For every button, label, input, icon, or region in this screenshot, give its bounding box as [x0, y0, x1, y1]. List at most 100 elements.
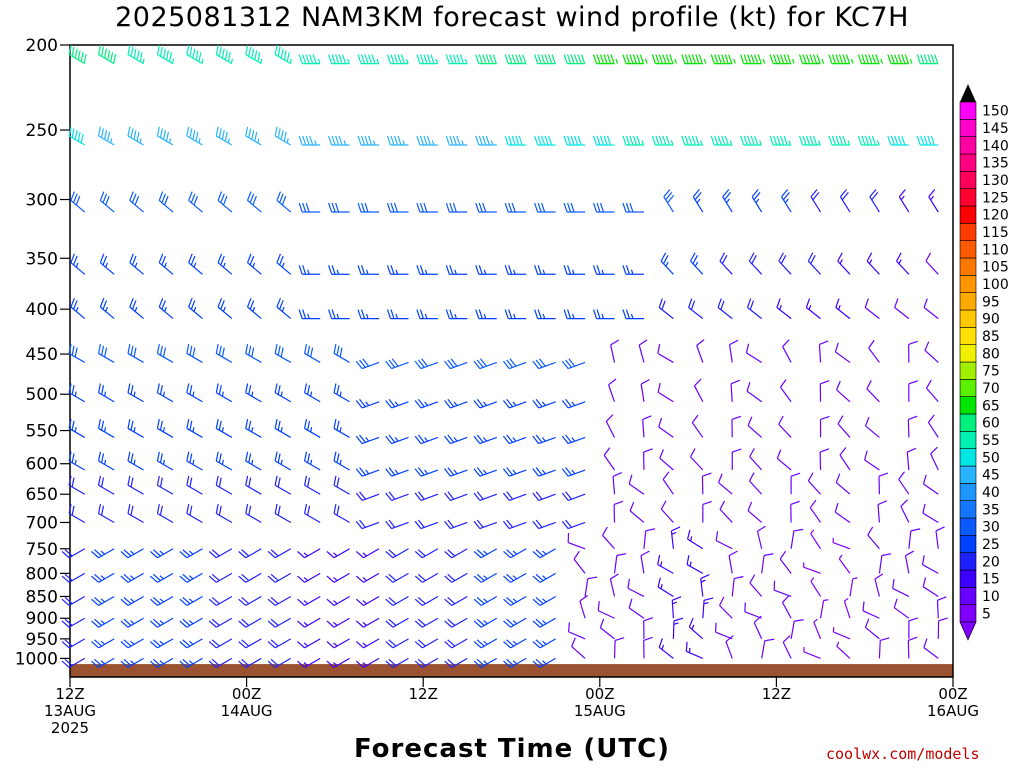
wind-barb — [188, 191, 203, 213]
wind-barb — [622, 54, 648, 65]
wind-barb — [839, 447, 851, 471]
wind-barb — [828, 135, 851, 146]
colorbar-segment — [959, 223, 977, 241]
wind-barb — [857, 54, 883, 65]
source-credit[interactable]: coolwx.com/models — [826, 745, 980, 763]
wind-barb — [688, 298, 704, 320]
wind-barb — [179, 572, 203, 583]
wind-barb — [740, 54, 766, 65]
wind-barb — [561, 519, 586, 530]
wind-barb — [326, 595, 350, 606]
wind-barb — [298, 265, 321, 275]
wind-barb — [819, 380, 830, 402]
colorbar-tick-label: 30 — [982, 520, 1000, 536]
wind-barb — [532, 595, 556, 606]
wind-barb — [810, 189, 822, 213]
wind-barb — [838, 554, 851, 574]
wind-barb — [328, 202, 350, 213]
wind-barb — [127, 126, 144, 146]
wind-barb — [563, 135, 586, 146]
wind-barb — [386, 135, 409, 146]
wind-barb — [640, 379, 650, 402]
wind-barb — [803, 647, 821, 659]
wind-barb — [782, 635, 792, 659]
x-tick-label: 13AUG — [44, 702, 96, 720]
colorbar-segment — [959, 188, 977, 207]
terrain-band — [70, 664, 953, 677]
wind-barb — [297, 638, 321, 649]
wind-barb — [414, 548, 439, 559]
wind-barb — [208, 657, 233, 668]
colorbar-bottom-arrow — [959, 621, 977, 641]
x-tick-label: 16AUG — [927, 702, 979, 720]
wind-barb — [246, 297, 262, 320]
wind-barb — [923, 638, 939, 659]
wind-barb — [798, 135, 821, 146]
wind-barb — [819, 415, 830, 438]
colorbar-tick-label: 120 — [982, 208, 1009, 224]
wind-barb — [719, 500, 733, 523]
colorbar-segment — [959, 396, 977, 415]
wind-barb — [97, 504, 115, 523]
wind-barb — [129, 191, 144, 213]
x-tick-label: 12Z — [409, 685, 438, 703]
wind-barb — [385, 638, 409, 649]
wind-barb — [935, 526, 945, 549]
wind-barb — [129, 253, 144, 275]
wind-barb — [414, 467, 439, 477]
colorbar-tick-label: 105 — [982, 260, 1009, 276]
wind-barb — [776, 298, 792, 320]
wind-barb — [267, 572, 292, 583]
wind-barb — [756, 525, 766, 549]
wind-barb — [385, 657, 409, 668]
wind-barb — [878, 472, 889, 495]
wind-barb — [274, 126, 292, 146]
y-tick-label: 850 — [26, 587, 58, 607]
wind-barb — [238, 572, 262, 583]
wind-barb — [813, 618, 822, 640]
colorbar-tick-label: 135 — [982, 156, 1009, 172]
wind-barb — [267, 617, 292, 628]
wind-barb — [921, 555, 939, 574]
wind-barb — [385, 398, 409, 409]
wind-barb — [179, 595, 203, 606]
colorbar-segment — [959, 136, 977, 155]
colorbar-tick-label: 130 — [982, 173, 1009, 189]
colorbar-tick-label: 125 — [982, 190, 1009, 206]
wind-barb — [473, 657, 498, 668]
wind-barb — [710, 54, 736, 65]
plot-frame — [69, 44, 954, 678]
colorbar-tick-label: 60 — [982, 416, 1000, 432]
colorbar-segment — [959, 587, 977, 605]
wind-barb — [628, 474, 645, 495]
wind-barb — [747, 416, 763, 438]
wind-barb — [810, 577, 822, 597]
wind-barb — [584, 576, 598, 597]
wind-barb — [91, 657, 115, 668]
wind-barb — [217, 297, 233, 320]
y-tick-label: 200 — [26, 36, 58, 56]
wind-barb — [908, 617, 919, 639]
wind-barb — [414, 491, 439, 501]
wind-barb — [97, 126, 115, 146]
wind-barb — [748, 472, 763, 495]
wind-barb — [186, 451, 203, 471]
wind-barb — [149, 595, 174, 606]
colorbar-tick-label: 85 — [982, 329, 1000, 345]
wind-barb — [149, 548, 174, 559]
wind-barb — [326, 548, 350, 559]
wind-barb — [245, 344, 262, 363]
wind-barb — [208, 617, 233, 628]
wind-barb — [120, 548, 144, 559]
wind-barb — [807, 252, 821, 275]
wind-barb — [693, 378, 704, 403]
wind-barb — [769, 54, 795, 65]
y-tick-label: 800 — [26, 564, 58, 584]
wind-barb — [416, 309, 438, 320]
wind-barb — [156, 126, 174, 146]
colorbar-segment — [959, 171, 977, 189]
wind-barb — [120, 572, 144, 583]
wind-barb — [445, 135, 468, 146]
wind-barb — [728, 550, 738, 574]
